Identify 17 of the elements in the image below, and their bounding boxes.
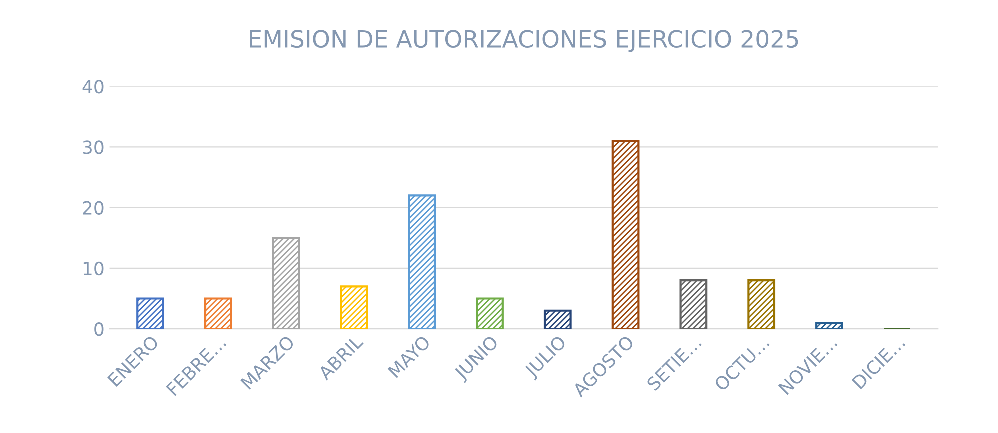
bar [340, 286, 368, 330]
y-tick-label: 10 [84, 262, 104, 276]
bar [680, 280, 708, 330]
bar [544, 310, 572, 330]
bar [816, 322, 844, 330]
chart-title: EMISION DE AUTORIZACIONES EJERCICIO 2025 [250, 30, 798, 52]
bar [204, 298, 232, 330]
bar [408, 194, 436, 330]
y-tick-label: 40 [82, 80, 104, 94]
bar [612, 140, 640, 330]
y-tick-label: 20 [83, 201, 104, 215]
y-tick-label: 30 [83, 140, 104, 154]
bar [748, 280, 776, 330]
bar [272, 237, 300, 330]
bar [476, 298, 504, 330]
bar [136, 298, 164, 330]
y-tick-label: 0 [94, 322, 104, 336]
